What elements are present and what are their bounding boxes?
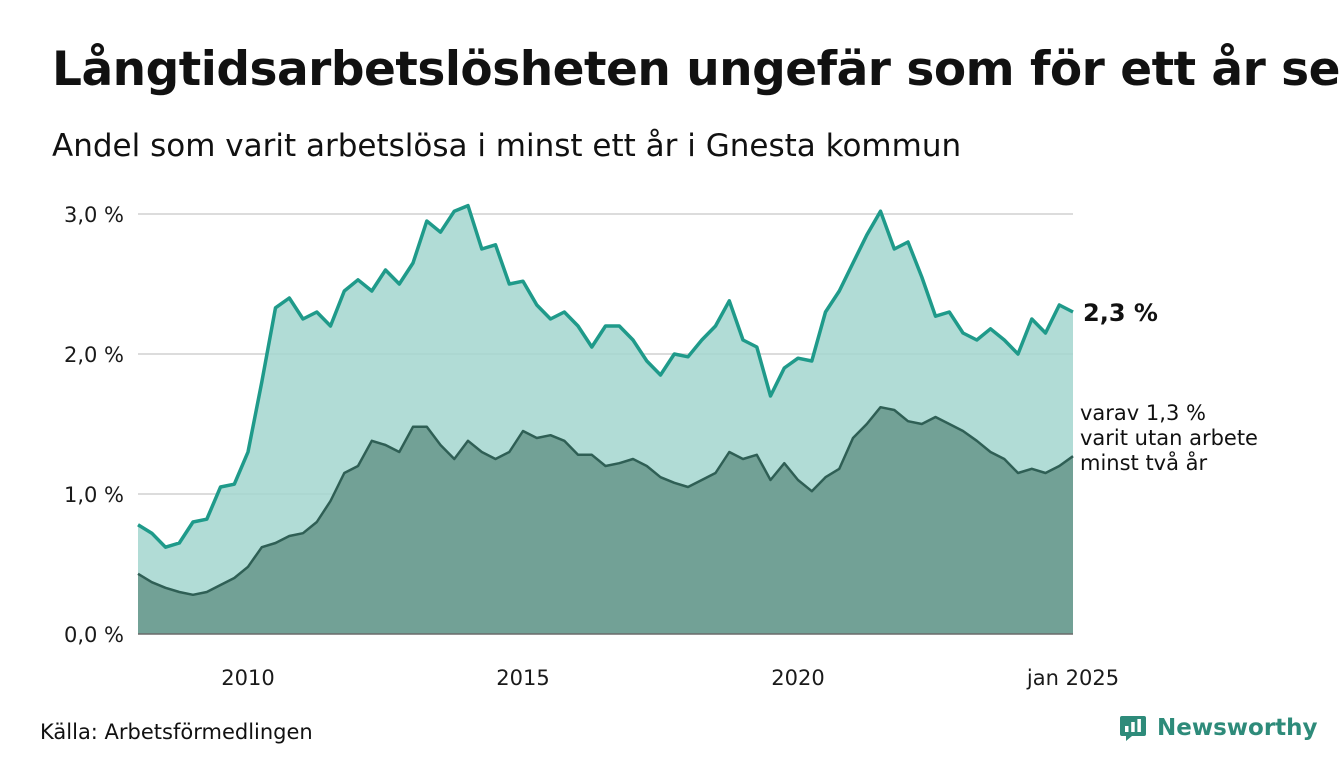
x-tick-label: 2020 <box>771 666 824 690</box>
latest-value-label: 2,3 % <box>1083 299 1158 327</box>
x-tick-label: 2015 <box>496 666 549 690</box>
x-tick-label: jan 2025 <box>1026 666 1119 690</box>
two-year-annotation-line: varit utan arbete <box>1080 426 1258 450</box>
two-year-annotation-line: minst två år <box>1080 450 1208 475</box>
chart-subtitle: Andel som varit arbetslösa i minst ett å… <box>52 128 962 164</box>
newsworthy-logo-icon <box>1120 716 1146 741</box>
y-tick-label: 3,0 % <box>64 203 124 227</box>
source-text: Källa: Arbetsförmedlingen <box>40 720 313 744</box>
two-year-annotation-line: varav 1,3 % <box>1080 401 1206 425</box>
line-two-year <box>137 405 1074 597</box>
y-tick-label: 0,0 % <box>64 623 124 647</box>
y-tick-label: 1,0 % <box>64 483 124 507</box>
brand-logo: Newsworthy <box>1118 713 1318 743</box>
chart-title: Långtidsarbetslösheten ungefär som för e… <box>52 42 1340 97</box>
y-tick-label: 2,0 % <box>64 343 124 367</box>
x-tick-label: 2010 <box>221 666 274 690</box>
line-one-year <box>137 203 1074 549</box>
area-two-year <box>138 407 1073 634</box>
brand-name: Newsworthy <box>1157 715 1318 741</box>
